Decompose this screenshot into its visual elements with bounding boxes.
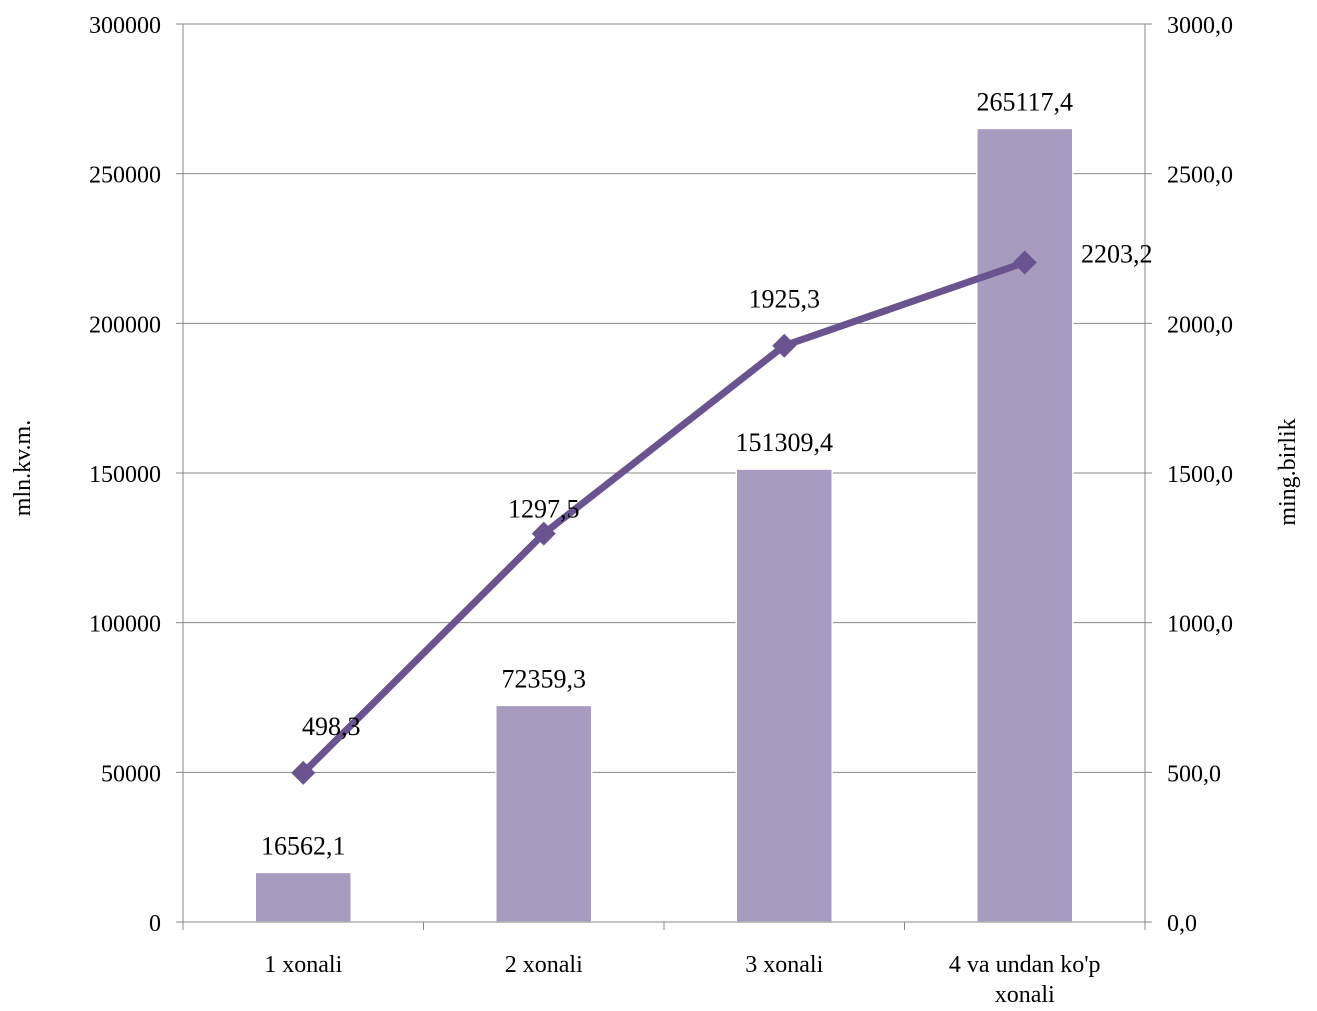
x-tick-label: 2 xonali <box>505 952 583 978</box>
data-labels: 16562,1 72359,3 151309,4 265117,4 498,3 1297,… <box>261 87 1153 860</box>
bar-series <box>254 127 1074 923</box>
x-tick-label: 1 xonali <box>264 952 342 978</box>
y-tick-label-right: 2500,0 <box>1167 163 1233 189</box>
y-tick-label-right: 0,0 <box>1167 911 1197 937</box>
y-axis-title-left: mln.kv.m. <box>10 420 36 516</box>
y-axis-title-right: ming.birlik <box>1275 418 1301 525</box>
bar <box>976 127 1074 923</box>
line-series <box>291 250 1037 785</box>
y-tick-label-left: 100000 <box>89 612 161 638</box>
y-tick-label-right: 1000,0 <box>1167 612 1233 638</box>
bar <box>254 871 352 923</box>
y-tick-label-right: 1500,0 <box>1167 462 1233 488</box>
line-point-marker <box>772 333 797 358</box>
y-tick-label-left: 300000 <box>89 13 161 39</box>
bar-value-label: 151309,4 <box>736 428 834 457</box>
line-value-label: 1297,5 <box>508 495 580 524</box>
bar <box>735 468 833 923</box>
x-tick-label: 4 va undan ko'p xonali <box>949 952 1101 1008</box>
axes: 0 0,0 50000 500,0 100000 1000,0 150000 1500,0 20… <box>89 13 1233 1008</box>
y-tick-label-left: 0 <box>149 911 161 937</box>
bar-value-label: 72359,3 <box>502 664 587 693</box>
line-value-label: 2203,2 <box>1081 240 1153 269</box>
y-tick-label-left: 150000 <box>89 462 161 488</box>
y-tick-label-left: 200000 <box>89 312 161 338</box>
y-tick-label-right: 500,0 <box>1167 761 1221 787</box>
x-tick-label: 3 xonali <box>745 952 823 978</box>
y-tick-label-right: 3000,0 <box>1167 13 1233 39</box>
y-tick-label-left: 50000 <box>101 761 161 787</box>
line-point-marker <box>291 760 316 785</box>
line-point-marker <box>1012 250 1037 275</box>
y-tick-label-right: 2000,0 <box>1167 312 1233 338</box>
bar <box>495 704 593 923</box>
bar-value-label: 265117,4 <box>976 87 1073 116</box>
bar-value-label: 16562,1 <box>261 831 346 860</box>
line-value-label: 1925,3 <box>749 285 821 314</box>
line-point-marker <box>531 521 556 546</box>
line-series-path <box>300 259 1026 776</box>
y-tick-label-left: 250000 <box>89 163 161 189</box>
line-value-label: 498,3 <box>302 712 361 741</box>
